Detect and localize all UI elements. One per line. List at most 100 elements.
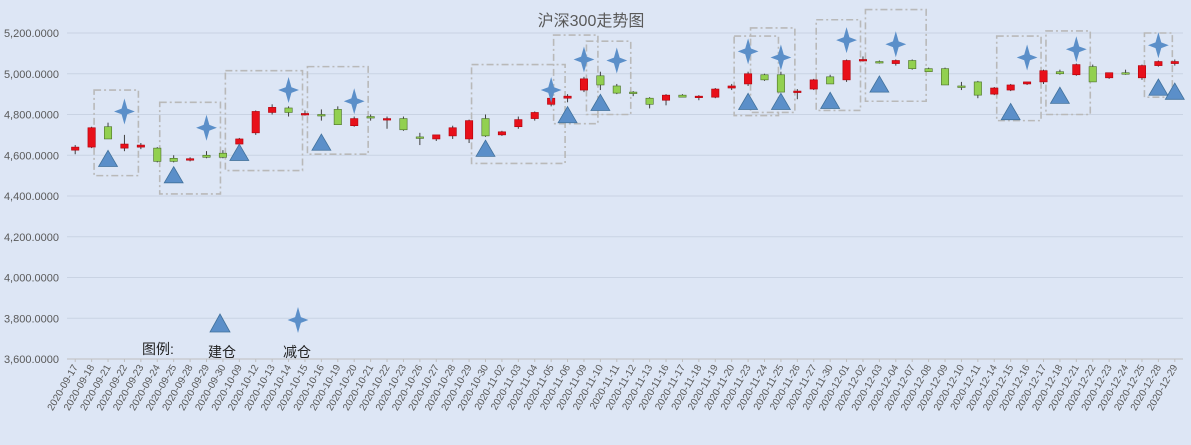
- reduce-marker: [606, 47, 628, 74]
- candle-body: [465, 120, 474, 140]
- y-tick-label: 4,400.0000: [4, 191, 59, 203]
- build-marker: [1164, 82, 1185, 100]
- candle-body: [1121, 72, 1130, 75]
- candle-body: [662, 94, 671, 101]
- candle-body: [1006, 84, 1015, 91]
- candle-body: [629, 91, 638, 94]
- candle-body: [350, 118, 359, 127]
- candle-body: [186, 158, 195, 161]
- candle-body: [202, 154, 211, 158]
- candle-body: [317, 114, 326, 117]
- candle-body: [268, 107, 277, 113]
- y-tick-label: 5,200.0000: [4, 28, 59, 40]
- candle-body: [711, 88, 720, 98]
- candle-body: [432, 134, 441, 140]
- build-marker: [229, 143, 250, 161]
- candle-body: [366, 116, 375, 119]
- axis-layer: 3,600.0000 3,800.0000 4,000.0000 4,200.0000…: [4, 28, 1183, 413]
- candle-body: [1170, 61, 1179, 64]
- build-marker: [820, 91, 841, 109]
- candle-body: [235, 138, 244, 145]
- candle-body: [645, 97, 654, 105]
- candle-body: [530, 112, 539, 119]
- highlight-box: [864, 8, 927, 103]
- build-marker: [770, 92, 792, 110]
- reduce-marker: [1147, 32, 1169, 59]
- candle-body: [1088, 66, 1097, 83]
- candle-body: [973, 81, 982, 96]
- candle-body: [1154, 61, 1163, 66]
- candle-body: [218, 152, 227, 158]
- candle-body: [908, 60, 917, 69]
- legend-label: 图例:: [142, 341, 174, 357]
- build-marker: [475, 139, 496, 157]
- legend-build-text: 建仓: [208, 344, 236, 360]
- candle-body: [284, 107, 293, 113]
- candle-body: [1072, 64, 1081, 76]
- marker-layer: [97, 27, 1185, 184]
- candle-body: [957, 85, 966, 88]
- candle-body: [744, 73, 753, 85]
- y-tick-label: 4,600.0000: [4, 150, 59, 162]
- build-marker: [1049, 86, 1071, 104]
- candle-body: [1137, 65, 1146, 79]
- build-marker: [737, 92, 759, 110]
- candle-body: [136, 144, 145, 148]
- candle-body: [1039, 70, 1048, 83]
- grid-layer: [67, 32, 1183, 360]
- candle-body: [694, 95, 703, 98]
- reduce-marker: [114, 98, 135, 125]
- candle-body: [760, 74, 769, 81]
- reduce-marker: [1016, 44, 1038, 71]
- reduce-marker: [836, 27, 857, 54]
- y-tick-label: 4,000.0000: [4, 273, 59, 285]
- y-tick-label: 5,000.0000: [4, 69, 59, 81]
- candle-body: [71, 146, 80, 151]
- candle-body: [579, 78, 588, 91]
- highlight-box: [306, 65, 369, 156]
- candle-body: [1023, 81, 1032, 85]
- candle-body: [87, 127, 96, 148]
- legend-build-icon: [209, 313, 231, 333]
- candle-body: [941, 68, 950, 86]
- candle-body: [612, 85, 621, 94]
- highlight-box: [224, 69, 304, 172]
- candle-body: [875, 61, 884, 64]
- candle-body: [120, 143, 129, 149]
- reduce-marker: [770, 44, 792, 71]
- candle-body: [793, 90, 802, 93]
- y-tick-label: 4,800.0000: [4, 110, 59, 122]
- chart-title: 沪深300走势图: [538, 12, 645, 30]
- candle-body: [826, 76, 835, 85]
- candle-body: [990, 87, 999, 95]
- y-tick-label: 3,800.0000: [4, 313, 59, 325]
- candle-body: [251, 111, 260, 134]
- highlight-box: [733, 35, 780, 117]
- candle-body: [563, 95, 572, 99]
- candle-body: [1055, 71, 1064, 75]
- candle-body: [415, 136, 424, 139]
- legend: 图例: 建仓 减仓: [142, 307, 311, 360]
- candle-body: [481, 118, 490, 137]
- candle-body: [678, 94, 687, 98]
- reduce-marker: [196, 114, 217, 141]
- candle-body: [153, 147, 162, 162]
- reduce-marker: [343, 88, 365, 115]
- candle-body: [809, 79, 818, 90]
- highlight-box: [552, 34, 599, 125]
- candle-body: [383, 118, 392, 121]
- candle-body: [333, 109, 342, 125]
- build-marker: [1000, 102, 1021, 121]
- y-tick-label: 4,200.0000: [4, 232, 59, 244]
- reduce-marker: [573, 46, 595, 73]
- reduce-marker: [540, 77, 562, 104]
- reduce-marker: [278, 77, 299, 104]
- highlight-box: [1143, 32, 1174, 98]
- build-marker: [869, 75, 890, 93]
- candle-body: [514, 119, 523, 128]
- candle-body: [169, 158, 178, 162]
- reduce-marker: [885, 31, 907, 58]
- candle-body: [776, 74, 785, 93]
- legend-reduce-text: 减仓: [283, 344, 311, 360]
